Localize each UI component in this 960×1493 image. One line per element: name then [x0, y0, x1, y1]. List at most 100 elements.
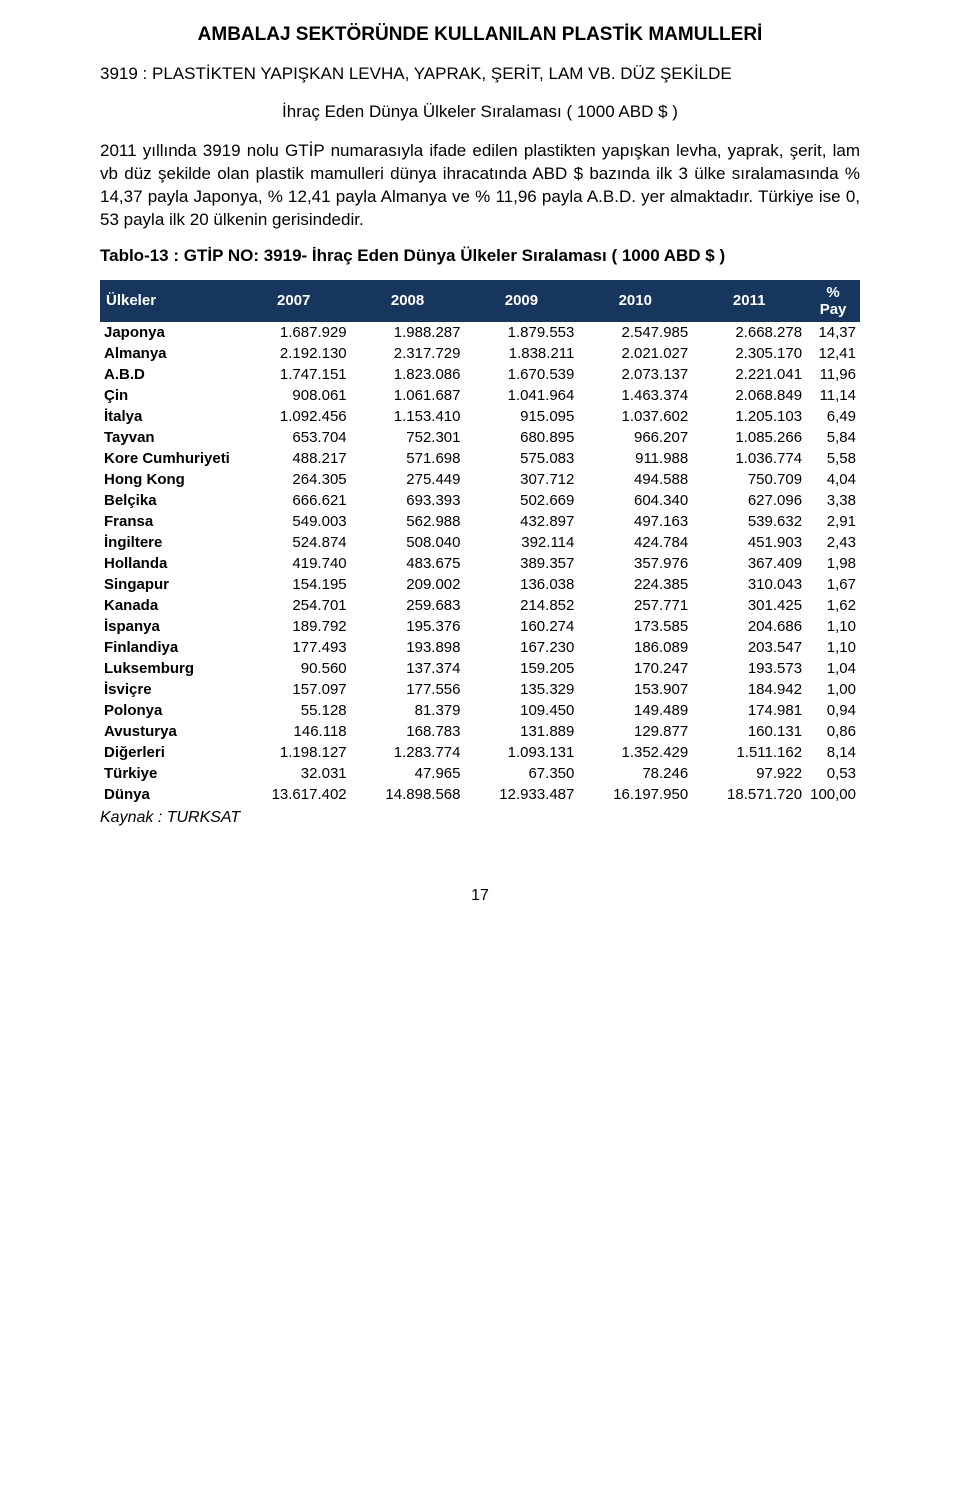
- value-cell: 432.897: [465, 511, 579, 532]
- value-cell: 389.357: [465, 553, 579, 574]
- value-cell: 100,00: [806, 784, 860, 805]
- value-cell: 0,94: [806, 700, 860, 721]
- table-row: Avusturya146.118168.783131.889129.877160…: [100, 721, 860, 742]
- value-cell: 1.823.086: [351, 364, 465, 385]
- value-cell: 55.128: [237, 700, 351, 721]
- value-cell: 392.114: [465, 532, 579, 553]
- country-cell: Türkiye: [100, 763, 237, 784]
- table-row: İsviçre157.097177.556135.329153.907184.9…: [100, 679, 860, 700]
- value-cell: 915.095: [465, 406, 579, 427]
- value-cell: 1.352.429: [578, 742, 692, 763]
- table-header-cell: 2007: [237, 280, 351, 322]
- value-cell: 1.041.964: [465, 385, 579, 406]
- value-cell: 173.585: [578, 616, 692, 637]
- value-cell: 153.907: [578, 679, 692, 700]
- value-cell: 1.687.929: [237, 322, 351, 343]
- value-cell: 177.556: [351, 679, 465, 700]
- country-cell: Diğerleri: [100, 742, 237, 763]
- value-cell: 752.301: [351, 427, 465, 448]
- value-cell: 2,91: [806, 511, 860, 532]
- value-cell: 966.207: [578, 427, 692, 448]
- value-cell: 264.305: [237, 469, 351, 490]
- value-cell: 204.686: [692, 616, 806, 637]
- subtitle: 3919 : PLASTİKTEN YAPIŞKAN LEVHA, YAPRAK…: [100, 64, 860, 84]
- value-cell: 186.089: [578, 637, 692, 658]
- value-cell: 571.698: [351, 448, 465, 469]
- value-cell: 160.131: [692, 721, 806, 742]
- value-cell: 562.988: [351, 511, 465, 532]
- export-ranking-table: Ülkeler20072008200920102011% Pay Japonya…: [100, 280, 860, 805]
- value-cell: 157.097: [237, 679, 351, 700]
- table-row: Diğerleri1.198.1271.283.7741.093.1311.35…: [100, 742, 860, 763]
- summary-paragraph: 2011 yıllında 3919 nolu GTİP numarasıyla…: [100, 140, 860, 232]
- value-cell: 13.617.402: [237, 784, 351, 805]
- value-cell: 3,38: [806, 490, 860, 511]
- table-row: İngiltere524.874508.040392.114424.784451…: [100, 532, 860, 553]
- value-cell: 11,14: [806, 385, 860, 406]
- page-number: 17: [100, 887, 860, 905]
- value-cell: 1,10: [806, 616, 860, 637]
- value-cell: 307.712: [465, 469, 579, 490]
- value-cell: 129.877: [578, 721, 692, 742]
- country-cell: Kore Cumhuriyeti: [100, 448, 237, 469]
- value-cell: 666.621: [237, 490, 351, 511]
- value-cell: 8,14: [806, 742, 860, 763]
- table-row: Japonya1.687.9291.988.2871.879.5532.547.…: [100, 322, 860, 343]
- value-cell: 310.043: [692, 574, 806, 595]
- value-cell: 254.701: [237, 595, 351, 616]
- value-cell: 1.670.539: [465, 364, 579, 385]
- value-cell: 2.305.170: [692, 343, 806, 364]
- value-cell: 911.988: [578, 448, 692, 469]
- value-cell: 174.981: [692, 700, 806, 721]
- value-cell: 259.683: [351, 595, 465, 616]
- value-cell: 1,04: [806, 658, 860, 679]
- main-title: AMBALAJ SEKTÖRÜNDE KULLANILAN PLASTİK MA…: [100, 24, 860, 46]
- value-cell: 1.153.410: [351, 406, 465, 427]
- country-cell: İngiltere: [100, 532, 237, 553]
- value-cell: 257.771: [578, 595, 692, 616]
- table-row: İtalya1.092.4561.153.410915.0951.037.602…: [100, 406, 860, 427]
- value-cell: 81.379: [351, 700, 465, 721]
- country-cell: Avusturya: [100, 721, 237, 742]
- table-row: Dünya13.617.40214.898.56812.933.48716.19…: [100, 784, 860, 805]
- value-cell: 146.118: [237, 721, 351, 742]
- value-cell: 137.374: [351, 658, 465, 679]
- value-cell: 12.933.487: [465, 784, 579, 805]
- value-cell: 11,96: [806, 364, 860, 385]
- value-cell: 604.340: [578, 490, 692, 511]
- country-cell: Dünya: [100, 784, 237, 805]
- value-cell: 1,62: [806, 595, 860, 616]
- value-cell: 4,04: [806, 469, 860, 490]
- table-head: Ülkeler20072008200920102011% Pay: [100, 280, 860, 322]
- table-title: Tablo-13 : GTİP NO: 3919- İhraç Eden Dün…: [100, 246, 860, 266]
- value-cell: 419.740: [237, 553, 351, 574]
- value-cell: 1.093.131: [465, 742, 579, 763]
- table-row: Çin908.0611.061.6871.041.9641.463.3742.0…: [100, 385, 860, 406]
- country-cell: Çin: [100, 385, 237, 406]
- value-cell: 0,53: [806, 763, 860, 784]
- value-cell: 483.675: [351, 553, 465, 574]
- table-row: Hong Kong264.305275.449307.712494.588750…: [100, 469, 860, 490]
- value-cell: 575.083: [465, 448, 579, 469]
- country-cell: Hollanda: [100, 553, 237, 574]
- value-cell: 549.003: [237, 511, 351, 532]
- value-cell: 1.061.687: [351, 385, 465, 406]
- value-cell: 224.385: [578, 574, 692, 595]
- value-cell: 154.195: [237, 574, 351, 595]
- value-cell: 1.205.103: [692, 406, 806, 427]
- value-cell: 1.037.602: [578, 406, 692, 427]
- table-row: Tayvan653.704752.301680.895966.2071.085.…: [100, 427, 860, 448]
- table-header-cell: 2008: [351, 280, 465, 322]
- value-cell: 367.409: [692, 553, 806, 574]
- table-row: Kanada254.701259.683214.852257.771301.42…: [100, 595, 860, 616]
- value-cell: 494.588: [578, 469, 692, 490]
- table-header-cell: % Pay: [806, 280, 860, 322]
- value-cell: 301.425: [692, 595, 806, 616]
- value-cell: 47.965: [351, 763, 465, 784]
- value-cell: 167.230: [465, 637, 579, 658]
- value-cell: 524.874: [237, 532, 351, 553]
- country-cell: İsviçre: [100, 679, 237, 700]
- country-cell: Belçika: [100, 490, 237, 511]
- table-row: Singapur154.195209.002136.038224.385310.…: [100, 574, 860, 595]
- table-body: Japonya1.687.9291.988.2871.879.5532.547.…: [100, 322, 860, 805]
